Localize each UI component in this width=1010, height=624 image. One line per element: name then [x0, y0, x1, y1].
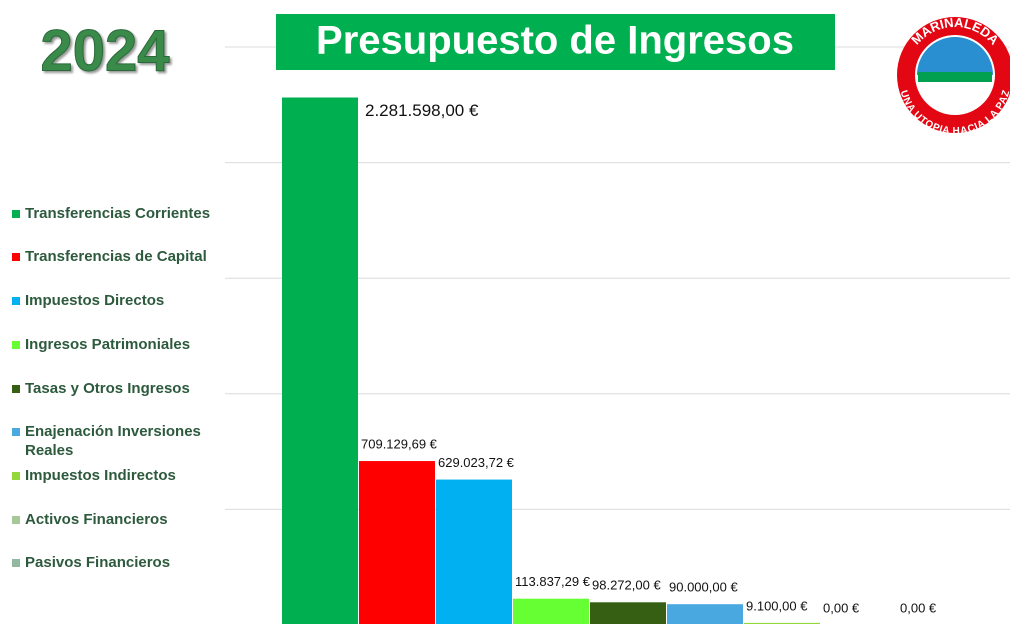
legend-item: Impuestos Directos [12, 291, 242, 310]
bar [667, 604, 743, 624]
value-label: 113.837,29 € [515, 574, 591, 589]
legend-label: Ingresos Patrimoniales [25, 336, 191, 353]
legend-swatch [12, 559, 20, 567]
legend-item: Impuestos Indirectos [12, 466, 242, 485]
legend-swatch [12, 253, 20, 261]
legend-item: Tasas y Otros Ingresos [12, 379, 242, 398]
legend-swatch [12, 516, 20, 524]
bar [513, 598, 589, 624]
title-box [276, 14, 835, 70]
bars: 2.281.598,00 € 709.129,69 €629.023,72 € 11… [282, 97, 937, 624]
value-label: 9.100,00 € [746, 598, 808, 613]
value-label: 90.000,00 € [669, 580, 738, 595]
legend-swatch [12, 341, 20, 349]
value-label: 709.129,69 € [361, 436, 438, 451]
value-label: 0,00 € [823, 600, 860, 615]
legend-swatch [12, 472, 20, 480]
legend-item: Transferencias de Capital [12, 247, 242, 266]
legend-swatch [12, 210, 20, 218]
value-label: 2.281.598,00 € [365, 101, 479, 120]
legend-label: Impuestos Directos [25, 292, 165, 309]
chart-title: Presupuesto de Ingresos [316, 19, 794, 63]
legend-label: Transferencias Corrientes [25, 205, 211, 222]
logo-field [918, 72, 992, 82]
legend-label: Enajenación Inversiones Reales [25, 423, 201, 459]
value-label: 629.023,72 € [438, 455, 515, 470]
bar [744, 622, 820, 624]
legend-swatch [12, 385, 20, 393]
legend-item: Activos Financieros [12, 510, 242, 529]
year: 2024 [40, 18, 169, 83]
value-label: 0,00 € [900, 600, 937, 615]
logo: MARINALEDA UNA UTOPIA HACIA LA PAZ [897, 15, 1010, 137]
bar [282, 97, 358, 624]
logo-sky [917, 37, 993, 75]
bar [590, 602, 666, 624]
legend-swatch [12, 297, 20, 305]
legend-label: Pasivos Financieros [25, 554, 171, 571]
legend-label: Impuestos Indirectos [25, 467, 176, 484]
legend-label: Activos Financieros [25, 511, 168, 528]
legend-label: Tasas y Otros Ingresos [25, 380, 190, 397]
legend-swatch [12, 428, 20, 436]
legend-item: Ingresos Patrimoniales [12, 335, 242, 354]
legend-item: Pasivos Financieros [12, 553, 242, 572]
legend-label: Transferencias de Capital [25, 248, 207, 265]
legend-item: Transferencias Corrientes [12, 204, 242, 223]
legend-item: Enajenación Inversiones Reales [12, 422, 242, 460]
bar [359, 461, 435, 624]
bar [436, 479, 512, 624]
value-label: 98.272,00 € [592, 578, 661, 593]
